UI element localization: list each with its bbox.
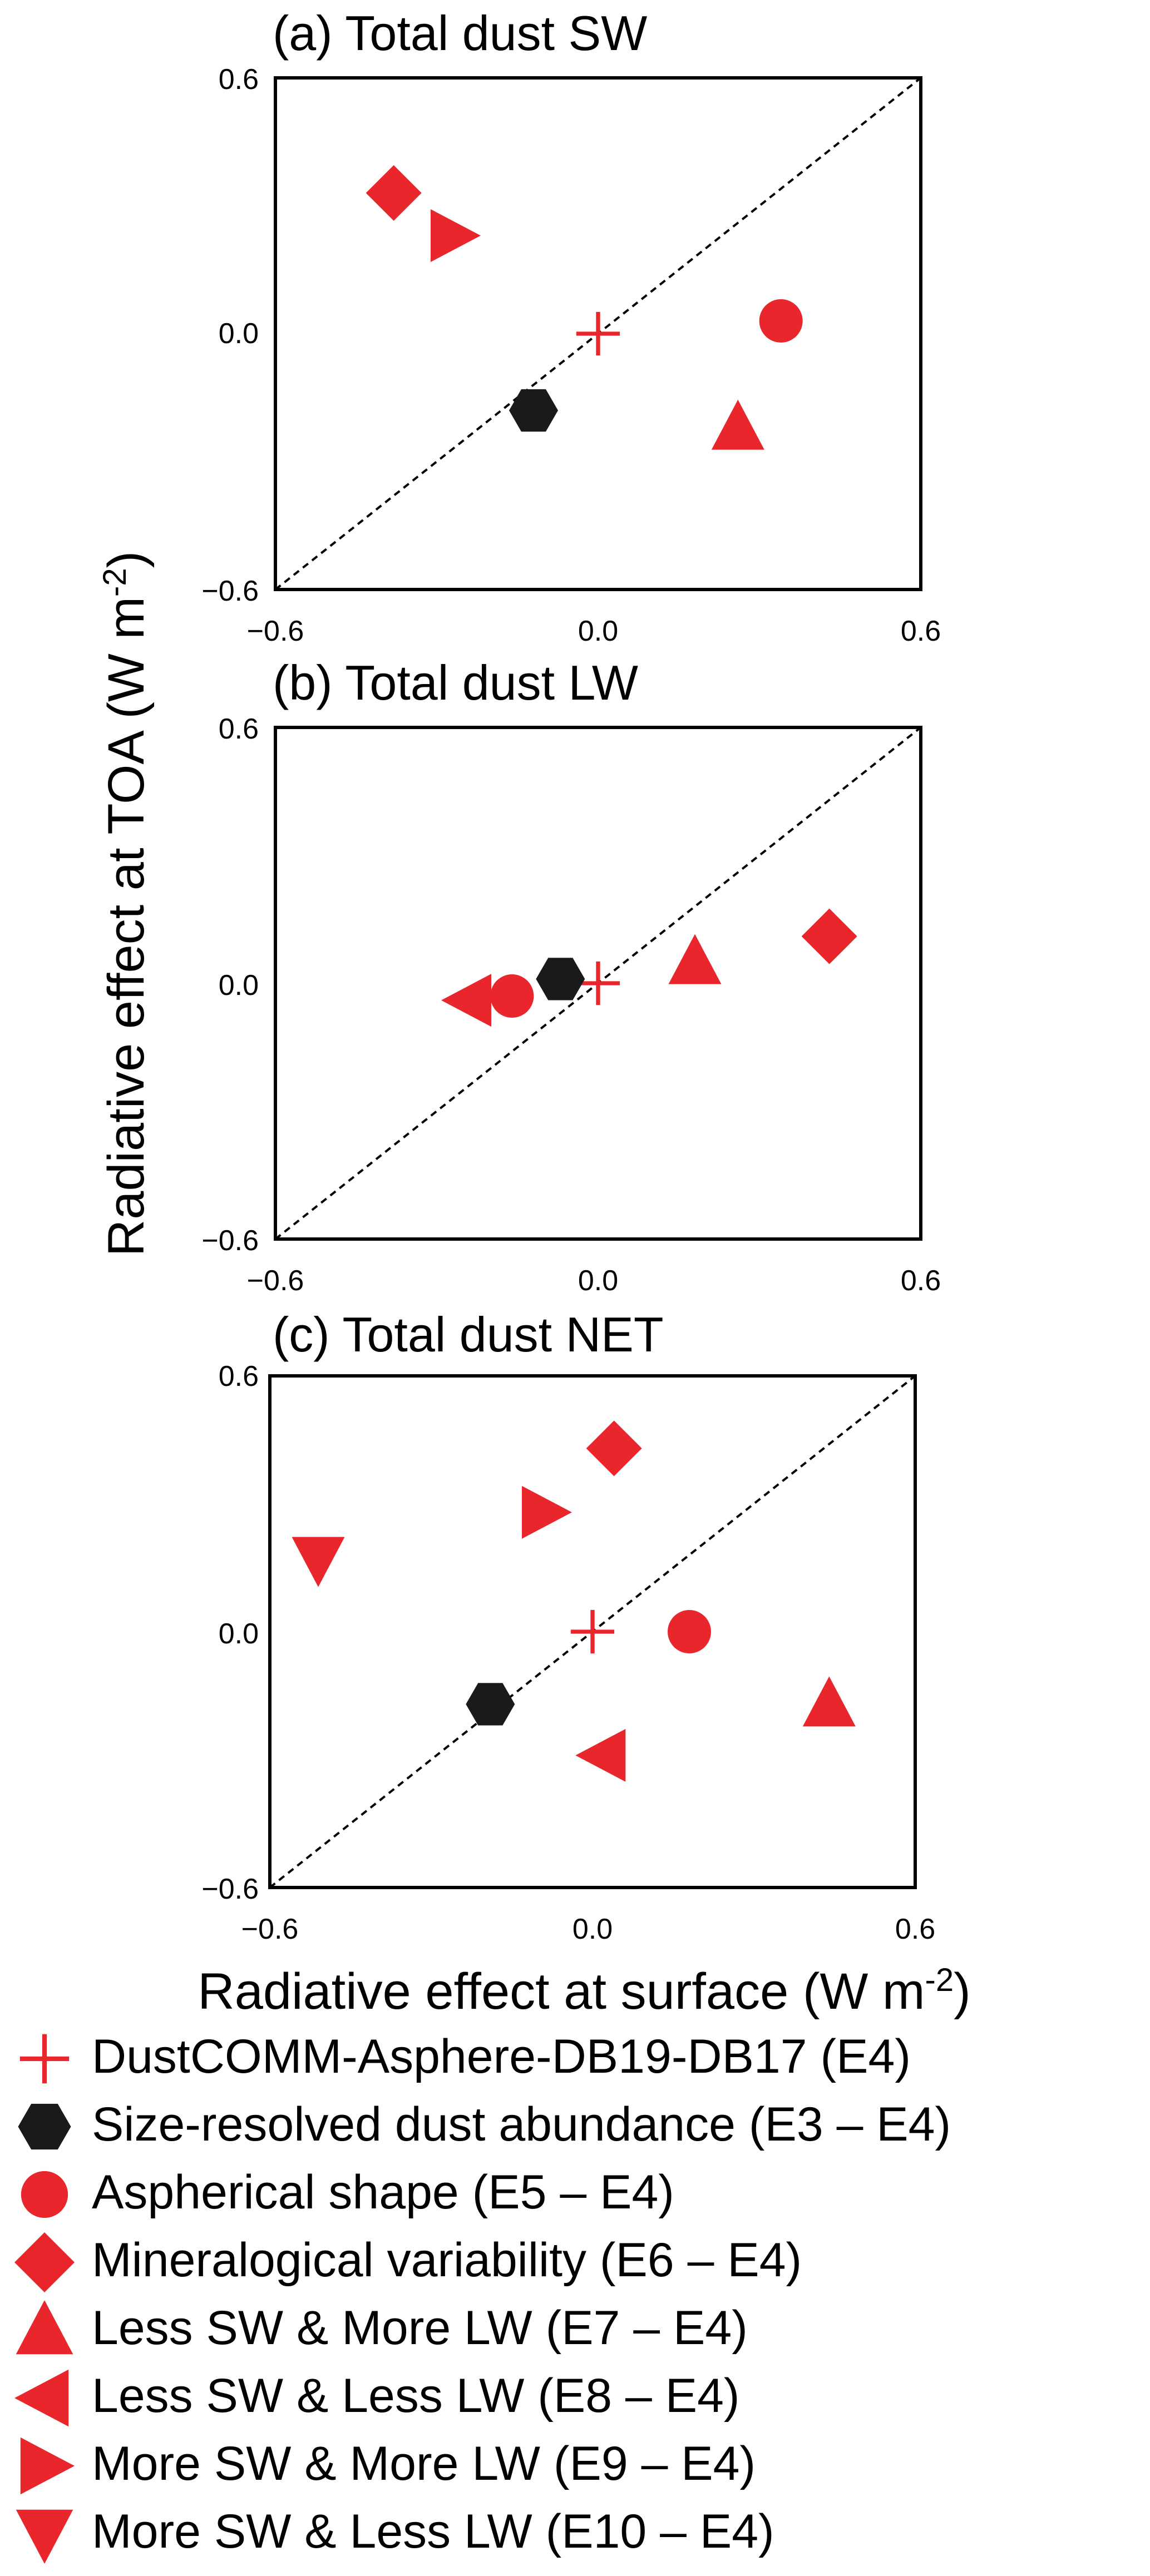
point-hexagon xyxy=(509,389,558,432)
x-axis-label-closing: ) xyxy=(954,1963,971,2020)
point-triangle-down xyxy=(292,1537,345,1587)
legend-item-e6: Mineralogical variability (E6 – E4) xyxy=(0,2228,1150,2295)
panel-a-xtick-left: −0.6 xyxy=(247,615,304,647)
y-axis-label-closing: ) xyxy=(98,551,155,568)
legend-marker-triangle-right xyxy=(20,2437,75,2495)
panel-a-xtick-mid: 0.0 xyxy=(578,615,618,647)
panel-a: (a) Total dust SW 0.6 0.0 −0.6 −0.6 0.0 … xyxy=(201,6,941,647)
y-axis-unit-exponent: -2 xyxy=(97,568,133,597)
panel-c-xtick-mid: 0.0 xyxy=(572,1913,613,1945)
point-hexagon xyxy=(466,1683,515,1726)
y-axis-label-text: Radiative effect at TOA (W m xyxy=(98,597,155,1256)
legend-triangle-down-icon xyxy=(16,2509,73,2564)
legend-label-e6: Mineralogical variability (E6 – E4) xyxy=(92,2233,802,2287)
legend-circle-icon xyxy=(21,2171,68,2218)
legend-label-e8: Less SW & Less LW (E8 – E4) xyxy=(92,2369,740,2423)
panel-c-frame xyxy=(268,1374,917,1889)
panel-b-frame xyxy=(274,726,922,1241)
panel-b-ytick-mid: 0.0 xyxy=(219,969,259,1002)
legend-marker-triangle-down xyxy=(16,2509,73,2564)
x-axis-unit-exponent: -2 xyxy=(925,1962,954,1998)
panel-a-markers xyxy=(366,165,803,450)
legend-item-e3: Size-resolved dust abundance (E3 – E4) xyxy=(0,2092,1150,2159)
panel-c-title: (c) Total dust NET xyxy=(273,1307,664,1362)
legend-label-e7: Less SW & More LW (E7 – E4) xyxy=(92,2301,748,2355)
panel-b-markers xyxy=(441,908,857,1027)
legend-item-e10: More SW & Less LW (E10 – E4) xyxy=(0,2499,1150,2566)
point-circle xyxy=(490,974,534,1018)
legend-diamond-icon xyxy=(14,2232,75,2292)
panel-a-ytick-bottom: −0.6 xyxy=(201,575,259,607)
point-diamond xyxy=(586,1420,642,1477)
legend-marker-hexagon xyxy=(18,2103,71,2150)
panel-a-title: (a) Total dust SW xyxy=(273,6,647,61)
legend-triangle-up-icon xyxy=(16,2300,73,2355)
panel-b-xtick-left: −0.6 xyxy=(247,1265,304,1297)
legend-marker-plus xyxy=(19,2034,70,2084)
x-axis-label-text: Radiative effect at surface (W m xyxy=(198,1963,925,2020)
legend-marker-triangle-up xyxy=(16,2300,73,2355)
y-axis-label: Radiative effect at TOA (W m-2) xyxy=(97,551,155,1256)
panel-b: (b) Total dust LW 0.6 0.0 −0.6 −0.6 0.0 … xyxy=(201,655,941,1297)
legend-hexagon-icon xyxy=(18,2103,71,2150)
legend-label-e10: More SW & Less LW (E10 – E4) xyxy=(92,2505,774,2558)
legend-plus-icon xyxy=(19,2034,70,2084)
legend-label-e4: DustCOMM-Asphere-DB19-DB17 (E4) xyxy=(92,2030,911,2083)
point-triangle-right xyxy=(522,1485,572,1539)
panel-a-frame xyxy=(274,76,922,591)
legend-item-e9: More SW & More LW (E9 – E4) xyxy=(0,2431,1150,2498)
legend-marker-circle xyxy=(21,2171,68,2218)
point-diamond xyxy=(366,165,422,221)
point-triangle-left xyxy=(575,1728,626,1782)
point-triangle-left xyxy=(441,974,491,1027)
panel-c-markers xyxy=(292,1420,856,1782)
point-triangle-up xyxy=(802,1676,856,1727)
panel-b-ytick-bottom: −0.6 xyxy=(201,1225,259,1257)
point-hexagon xyxy=(536,958,585,1000)
legend-label-e3: Size-resolved dust abundance (E3 – E4) xyxy=(92,2098,951,2151)
x-axis-label: Radiative effect at surface (W m-2) xyxy=(198,1962,970,2020)
legend-triangle-left-icon xyxy=(14,2369,69,2427)
point-circle xyxy=(668,1610,711,1653)
legend-label-e9: More SW & More LW (E9 – E4) xyxy=(92,2437,756,2490)
panel-c: (c) Total dust NET 0.6 0.0 −0.6 −0.6 0.0… xyxy=(201,1307,935,1945)
legend-item-e4: DustCOMM-Asphere-DB19-DB17 (E4) xyxy=(0,2024,1150,2091)
panel-a-ytick-top: 0.6 xyxy=(219,63,259,96)
panel-b-title: (b) Total dust LW xyxy=(273,655,638,710)
legend-triangle-right-icon xyxy=(20,2437,75,2495)
legend-marker-triangle-left xyxy=(14,2369,69,2427)
legend-item-e5: Aspherical shape (E5 – E4) xyxy=(0,2160,1150,2227)
point-plus xyxy=(576,311,620,356)
point-circle xyxy=(759,299,803,343)
panel-c-ytick-bottom: −0.6 xyxy=(201,1873,259,1905)
point-diamond xyxy=(801,908,857,964)
panel-c-xtick-right: 0.6 xyxy=(895,1913,935,1945)
point-triangle-up xyxy=(711,399,764,450)
point-triangle-right xyxy=(431,209,481,262)
panel-c-ytick-mid: 0.0 xyxy=(219,1618,259,1650)
legend-label-e5: Aspherical shape (E5 – E4) xyxy=(92,2166,674,2219)
legend-marker-diamond xyxy=(14,2232,75,2292)
panel-a-ytick-mid: 0.0 xyxy=(219,318,259,350)
legend-item-e8: Less SW & Less LW (E8 – E4) xyxy=(0,2364,1150,2430)
point-triangle-up xyxy=(668,934,722,984)
panel-c-ytick-top: 0.6 xyxy=(219,1360,259,1393)
point-plus xyxy=(570,1609,615,1654)
panel-b-ytick-top: 0.6 xyxy=(219,713,259,745)
panel-c-xtick-left: −0.6 xyxy=(241,1913,299,1945)
point-plus xyxy=(576,961,620,1005)
panel-b-xtick-right: 0.6 xyxy=(901,1265,941,1297)
panel-b-xtick-mid: 0.0 xyxy=(578,1265,618,1297)
figure-canvas: Radiative effect at TOA (W m-2) (a) Tota… xyxy=(97,6,971,2020)
legend-item-e7: Less SW & More LW (E7 – E4) xyxy=(0,2296,1150,2362)
panel-a-xtick-right: 0.6 xyxy=(901,615,941,647)
